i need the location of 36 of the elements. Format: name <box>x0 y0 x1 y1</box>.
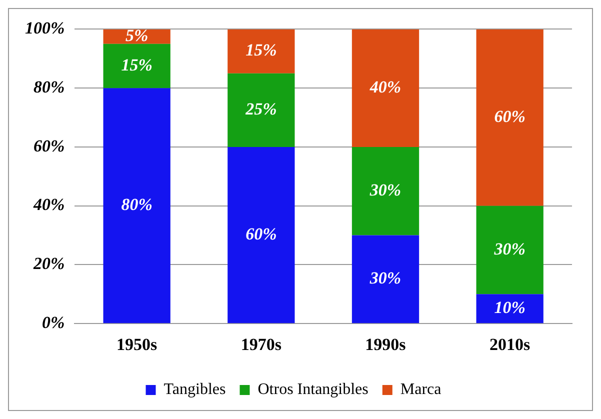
bar <box>476 206 544 294</box>
legend-label: Otros Intangibles <box>258 381 368 398</box>
bar <box>476 29 544 206</box>
data-label: 60% <box>246 224 277 244</box>
bar <box>476 294 544 324</box>
bar <box>352 235 420 324</box>
data-label: 15% <box>246 40 277 60</box>
data-label: 30% <box>368 180 402 200</box>
bar <box>228 73 295 147</box>
x-tick-label: 2010s <box>490 335 531 354</box>
y-tick-label: 100% <box>24 18 65 38</box>
data-label: 5% <box>125 26 148 45</box>
bar <box>228 146 295 324</box>
y-tick-label: 0% <box>42 312 65 332</box>
x-tick-label: 1990s <box>365 335 406 354</box>
bar <box>352 146 420 236</box>
data-label: 10% <box>494 298 526 318</box>
data-label: 30% <box>368 268 402 288</box>
bar <box>228 29 295 74</box>
bar <box>103 88 170 324</box>
y-tick-label: 60% <box>33 136 65 156</box>
data-label: 60% <box>494 106 526 126</box>
data-label: 40% <box>368 77 402 96</box>
legend-label: Marca <box>400 381 442 398</box>
x-tick-label: 1950s <box>116 335 158 354</box>
data-label: 80% <box>121 194 152 214</box>
data-label: 25% <box>244 100 277 119</box>
bar <box>352 29 420 147</box>
y-tick-label: 40% <box>32 195 65 214</box>
x-tick-label: 1970s <box>240 335 282 354</box>
y-tick-label: 80% <box>33 77 65 96</box>
y-tick-label: 20% <box>32 254 65 274</box>
data-label: 15% <box>121 55 152 74</box>
data-label: 30% <box>493 239 526 258</box>
bar <box>103 44 170 88</box>
legend-label: Tangibles <box>164 381 226 398</box>
